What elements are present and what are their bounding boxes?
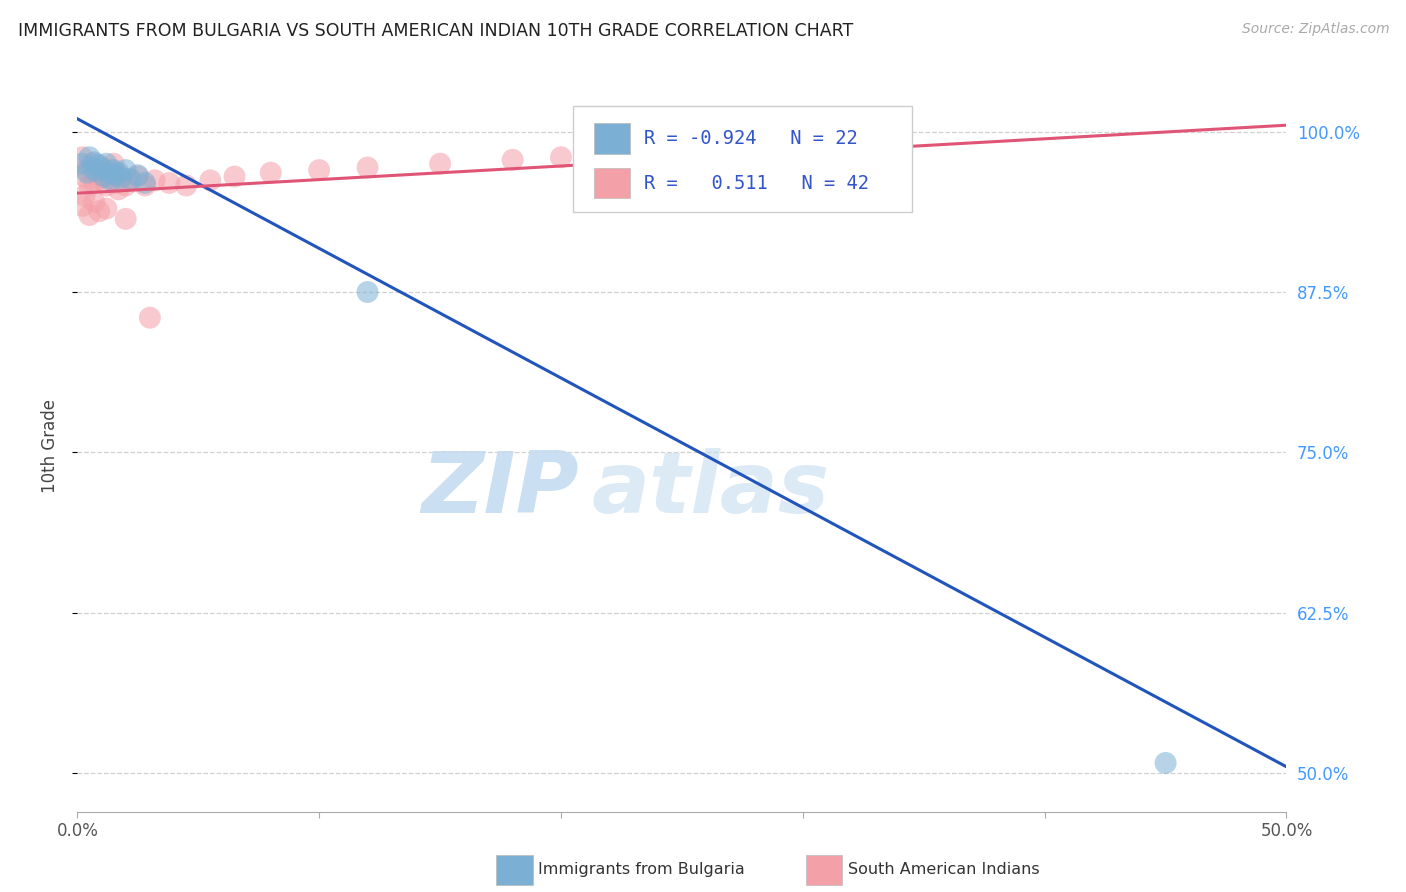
Point xyxy=(96,202,118,216)
Point xyxy=(70,157,93,171)
Text: South American Indians: South American Indians xyxy=(848,863,1039,877)
Point xyxy=(90,161,112,175)
FancyBboxPatch shape xyxy=(593,168,630,198)
FancyBboxPatch shape xyxy=(593,123,630,154)
Point xyxy=(114,178,136,193)
Point xyxy=(114,163,136,178)
Point xyxy=(96,178,118,193)
Text: IMMIGRANTS FROM BULGARIA VS SOUTH AMERICAN INDIAN 10TH GRADE CORRELATION CHART: IMMIGRANTS FROM BULGARIA VS SOUTH AMERIC… xyxy=(18,22,853,40)
Point xyxy=(260,166,283,180)
Point xyxy=(76,166,98,180)
Point xyxy=(671,144,693,158)
Point xyxy=(114,211,136,226)
Point xyxy=(134,176,156,190)
Point xyxy=(110,170,132,185)
Point xyxy=(174,178,197,193)
Point xyxy=(100,163,122,178)
Point xyxy=(100,173,122,187)
Point xyxy=(143,173,166,187)
Point xyxy=(127,168,149,182)
Point xyxy=(200,173,222,187)
Point xyxy=(598,147,620,161)
Text: Source: ZipAtlas.com: Source: ZipAtlas.com xyxy=(1241,22,1389,37)
Text: Immigrants from Bulgaria: Immigrants from Bulgaria xyxy=(538,863,745,877)
Point xyxy=(105,168,128,182)
Point xyxy=(86,164,108,178)
Point xyxy=(157,176,180,190)
Text: ZIP: ZIP xyxy=(422,449,579,532)
Point xyxy=(83,176,105,190)
Point xyxy=(80,161,103,175)
Point xyxy=(97,170,120,185)
Point xyxy=(83,155,105,169)
Point xyxy=(502,153,524,167)
Point xyxy=(76,163,98,178)
Point xyxy=(134,178,156,193)
Text: R = -0.924   N = 22: R = -0.924 N = 22 xyxy=(644,129,858,148)
Point xyxy=(356,285,378,299)
Point xyxy=(120,173,142,187)
Point xyxy=(83,195,105,210)
Point xyxy=(80,157,103,171)
Point xyxy=(87,172,110,186)
Point xyxy=(103,157,125,171)
Point xyxy=(308,163,330,178)
Point xyxy=(79,178,101,193)
Point xyxy=(70,150,93,164)
Point xyxy=(110,169,132,184)
Point xyxy=(127,169,149,184)
Point xyxy=(79,150,101,164)
Point xyxy=(73,188,96,202)
Point xyxy=(1154,756,1177,770)
Point xyxy=(87,204,110,219)
Text: atlas: atlas xyxy=(592,449,830,532)
FancyBboxPatch shape xyxy=(574,106,911,212)
Point xyxy=(73,169,96,184)
Point xyxy=(224,169,246,184)
Point xyxy=(120,172,142,186)
Point xyxy=(96,157,118,171)
Point xyxy=(139,310,162,325)
Point xyxy=(97,166,120,180)
Point xyxy=(105,176,128,190)
Point xyxy=(90,161,112,176)
Point xyxy=(550,150,572,164)
Y-axis label: 10th Grade: 10th Grade xyxy=(41,399,59,493)
Point xyxy=(87,158,110,172)
Point xyxy=(107,166,129,180)
Point xyxy=(107,182,129,196)
Point xyxy=(103,163,125,178)
Point xyxy=(70,199,93,213)
Point xyxy=(79,208,101,222)
Point xyxy=(93,169,115,184)
Point xyxy=(429,157,451,171)
Point xyxy=(86,166,108,180)
Point xyxy=(356,161,378,175)
Point xyxy=(93,168,115,182)
Text: R =   0.511   N = 42: R = 0.511 N = 42 xyxy=(644,174,869,193)
